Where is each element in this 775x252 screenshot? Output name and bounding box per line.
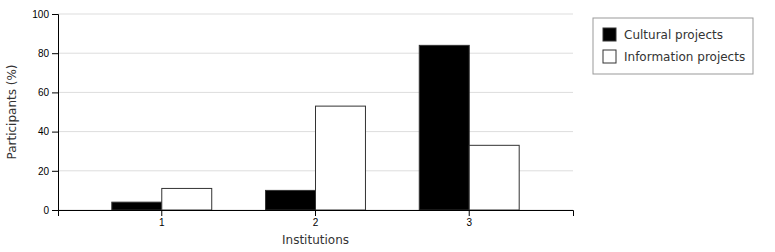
grid-line — [58, 53, 573, 54]
x-tick: 1 — [159, 210, 165, 228]
bars — [112, 45, 519, 210]
bar — [469, 145, 519, 210]
y-tick-label: 100 — [32, 9, 49, 20]
bar-series — [112, 45, 469, 210]
legend-item: Information projects — [603, 50, 745, 64]
bar — [316, 106, 366, 210]
y-tick-mark — [52, 92, 58, 93]
y-tick: 40 — [38, 126, 58, 137]
y-axis: 0 20 40 60 80 100 — [32, 9, 58, 216]
x-tick-label: 2 — [313, 217, 319, 228]
x-tick-label: 3 — [466, 217, 472, 228]
x-tick: 2 — [313, 210, 319, 228]
y-tick: 60 — [38, 87, 58, 98]
x-axis: 1 2 3 — [59, 210, 574, 228]
y-tick-label: 40 — [38, 126, 50, 137]
y-tick-label: 80 — [38, 48, 50, 59]
x-tick-mark — [315, 210, 316, 216]
bar — [162, 188, 212, 210]
legend-swatch — [603, 50, 616, 63]
legend-label: Information projects — [624, 50, 745, 64]
chart: 0 20 40 60 80 100 1 2 3 Institutions Participants … — [0, 0, 775, 252]
y-tick-mark — [52, 14, 58, 15]
y-tick-label: 20 — [38, 166, 50, 177]
bar-series — [162, 106, 519, 210]
legend: Cultural projects Information projects — [593, 18, 753, 74]
y-axis-title: Participants (%) — [5, 64, 19, 159]
y-tick: 0 — [43, 205, 58, 216]
x-axis-title: Institutions — [282, 233, 349, 247]
plot: 0 20 40 60 80 100 1 2 3 — [32, 9, 573, 228]
y-axis-line — [52, 15, 59, 211]
x-tick-mark — [161, 210, 162, 216]
legend-label: Cultural projects — [624, 28, 723, 42]
legend-item: Cultural projects — [603, 28, 723, 42]
y-tick-label: 60 — [38, 87, 50, 98]
legend-frame — [593, 18, 753, 74]
y-tick: 20 — [38, 166, 58, 177]
y-tick-label: 0 — [43, 205, 49, 216]
grid-line — [58, 92, 573, 93]
y-tick-mark — [52, 210, 58, 211]
x-tick-label: 1 — [159, 217, 165, 228]
y-tick-mark — [52, 132, 58, 133]
y-tick-mark — [52, 53, 58, 54]
y-tick-mark — [52, 171, 58, 172]
grid — [58, 14, 573, 210]
y-tick: 100 — [32, 9, 58, 20]
x-axis-line — [59, 211, 574, 217]
x-tick: 3 — [466, 210, 472, 228]
grid-line — [58, 14, 573, 15]
y-tick: 80 — [38, 48, 58, 59]
bar — [419, 45, 469, 210]
x-tick-mark — [469, 210, 470, 216]
legend-swatch — [603, 28, 616, 41]
bar — [112, 202, 162, 210]
bar — [266, 190, 316, 210]
